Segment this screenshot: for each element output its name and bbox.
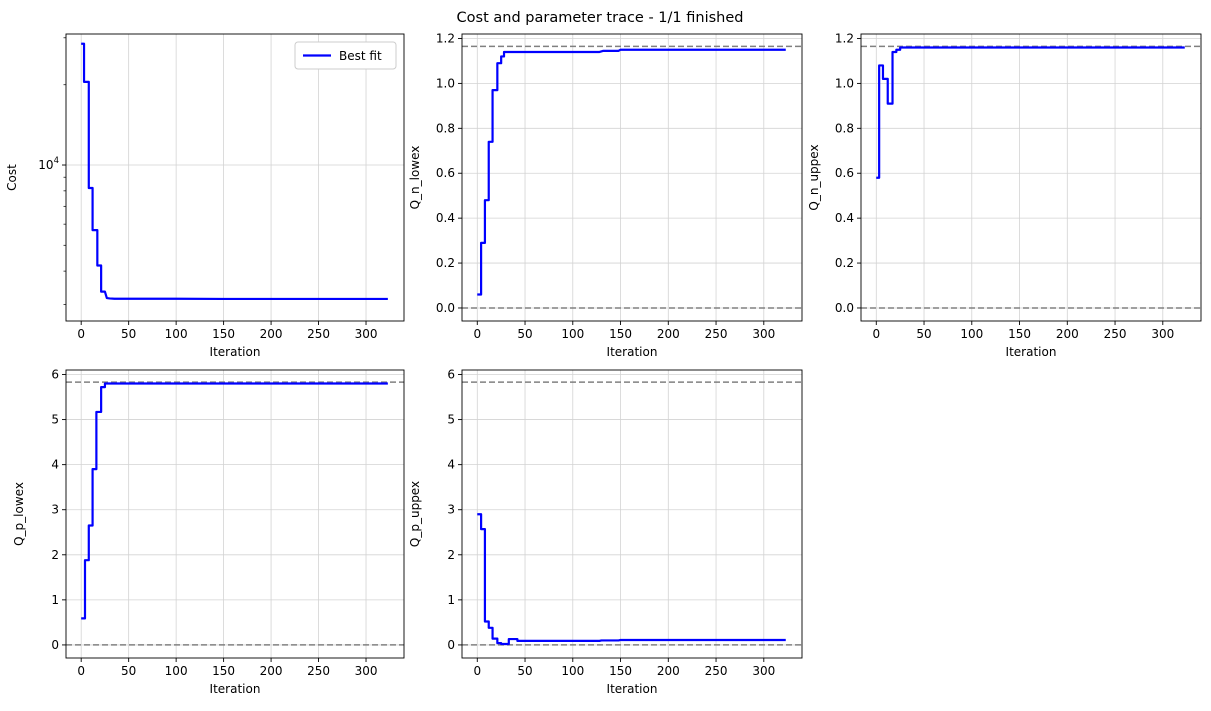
x-tick-label: 200 [260,327,283,341]
y-axis-label: Q_n_lowex [408,146,422,210]
x-tick-label: 50 [517,664,532,678]
y-tick-label: 6 [447,368,455,382]
x-tick-label: 150 [212,664,235,678]
x-axis-label: Iteration [1006,345,1057,359]
legend-box [294,41,397,70]
subplot-3: 0 50 100 150 200 250 300 0.0 0.2 0.4 0.6 0.8 1.0 1.2 I… [807,31,1202,359]
x-tick-label: 50 [916,327,931,341]
x-tick-label: 0 [473,664,481,678]
x-axis-label: Iteration [210,682,261,696]
x-tick-label: 250 [307,664,330,678]
y-axis-label: Cost [5,164,19,191]
axes-frame [860,33,1202,322]
x-tick-label: 200 [657,664,680,678]
y-tick-label: 0 [447,638,455,652]
x-tick-label: 250 [307,327,330,341]
x-tick-label: 200 [260,664,283,678]
x-tick-label: 150 [609,664,632,678]
y-tick-base: 10 [38,158,53,172]
subplot-4: 0 50 100 150 200 250 300 0 1 2 3 4 5 6 Iteration Q_p_lo… [12,368,405,696]
series-line-1 [81,42,388,301]
x-tick-label: 300 [752,327,775,341]
y-tick-label: 3 [51,503,59,517]
x-tick-label: 250 [705,664,728,678]
y-tick-label: 0.6 [835,166,854,180]
y-tick-label: 0.4 [835,211,854,225]
subplot-5: 0 50 100 150 200 250 300 0 1 2 3 4 5 6 Iteration Q_p_up… [408,368,803,696]
axes-frame [65,33,405,322]
x-tick-label: 100 [165,327,188,341]
x-tick-label: 300 [1151,327,1174,341]
axes-frame [461,33,803,322]
y-tick-label: 6 [51,368,59,382]
y-axis-label: Q_p_uppex [408,481,422,547]
series-line-1 [477,48,786,296]
x-tick-label: 150 [212,327,235,341]
legend-label: Best fit [339,49,382,63]
series-line-1 [477,513,786,646]
x-axis-label: Iteration [607,682,658,696]
x-tick-label: 300 [752,664,775,678]
y-tick-label: 2 [51,548,59,562]
y-tick-label: 0 [51,638,59,652]
y-tick-label: 0.8 [835,121,854,135]
x-tick-label: 100 [165,664,188,678]
x-tick-label: 100 [960,327,983,341]
y-tick-label: 104 [38,156,59,172]
y-tick-label: 0.0 [436,301,455,315]
figure-title: Cost and parameter trace - 1/1 finished [457,10,744,26]
y-tick-label: 1.0 [436,76,455,90]
x-tick-label: 50 [121,664,136,678]
x-tick-label: 50 [121,327,136,341]
x-tick-label: 250 [705,327,728,341]
y-tick-label: 0.6 [436,166,455,180]
series-line-1 [876,46,1185,179]
x-tick-label: 300 [355,664,378,678]
y-axis-label: Q_n_uppex [807,144,821,210]
y-tick-label: 0.4 [436,211,455,225]
x-tick-label: 0 [77,664,85,678]
x-tick-label: 50 [517,327,532,341]
x-axis-label: Iteration [210,345,261,359]
y-axis-label: Q_p_lowex [12,482,26,546]
x-tick-label: 150 [1008,327,1031,341]
y-tick-label: 0.0 [835,301,854,315]
y-tick-label: 4 [51,458,59,472]
subplot-2: 0 50 100 150 200 250 300 0.0 0.2 0.4 0.6 0.8 1.0 1.2 I… [408,31,803,359]
y-tick-label: 1 [447,593,455,607]
y-tick-label: 0.2 [835,256,854,270]
y-tick-label: 1.0 [835,76,854,90]
y-tick-label: 1 [51,593,59,607]
x-tick-label: 200 [657,327,680,341]
axes-frame [461,369,803,659]
y-tick-label: 0.8 [436,121,455,135]
legend: Best fit [294,41,397,70]
x-tick-label: 250 [1104,327,1127,341]
y-tick-label: 2 [447,548,455,562]
y-tick-label: 5 [447,413,455,427]
axes-frame [65,369,405,659]
y-tick-exponent: 4 [54,156,59,166]
series-line-1 [81,382,388,620]
y-tick-label: 1.2 [835,31,854,45]
subplot-1: 0 50 100 150 200 250 300 104 Iteration Cost Best f… [5,33,405,359]
x-tick-label: 100 [561,664,584,678]
x-tick-label: 0 [872,327,880,341]
x-tick-label: 150 [609,327,632,341]
x-tick-label: 0 [473,327,481,341]
x-tick-label: 300 [355,327,378,341]
y-tick-label: 1.2 [436,31,455,45]
y-tick-label: 5 [51,413,59,427]
y-tick-label: 0.2 [436,256,455,270]
y-tick-label: 3 [447,503,455,517]
x-tick-label: 200 [1056,327,1079,341]
y-tick-label: 4 [447,458,455,472]
x-axis-label: Iteration [607,345,658,359]
x-tick-label: 0 [77,327,85,341]
x-tick-label: 100 [561,327,584,341]
